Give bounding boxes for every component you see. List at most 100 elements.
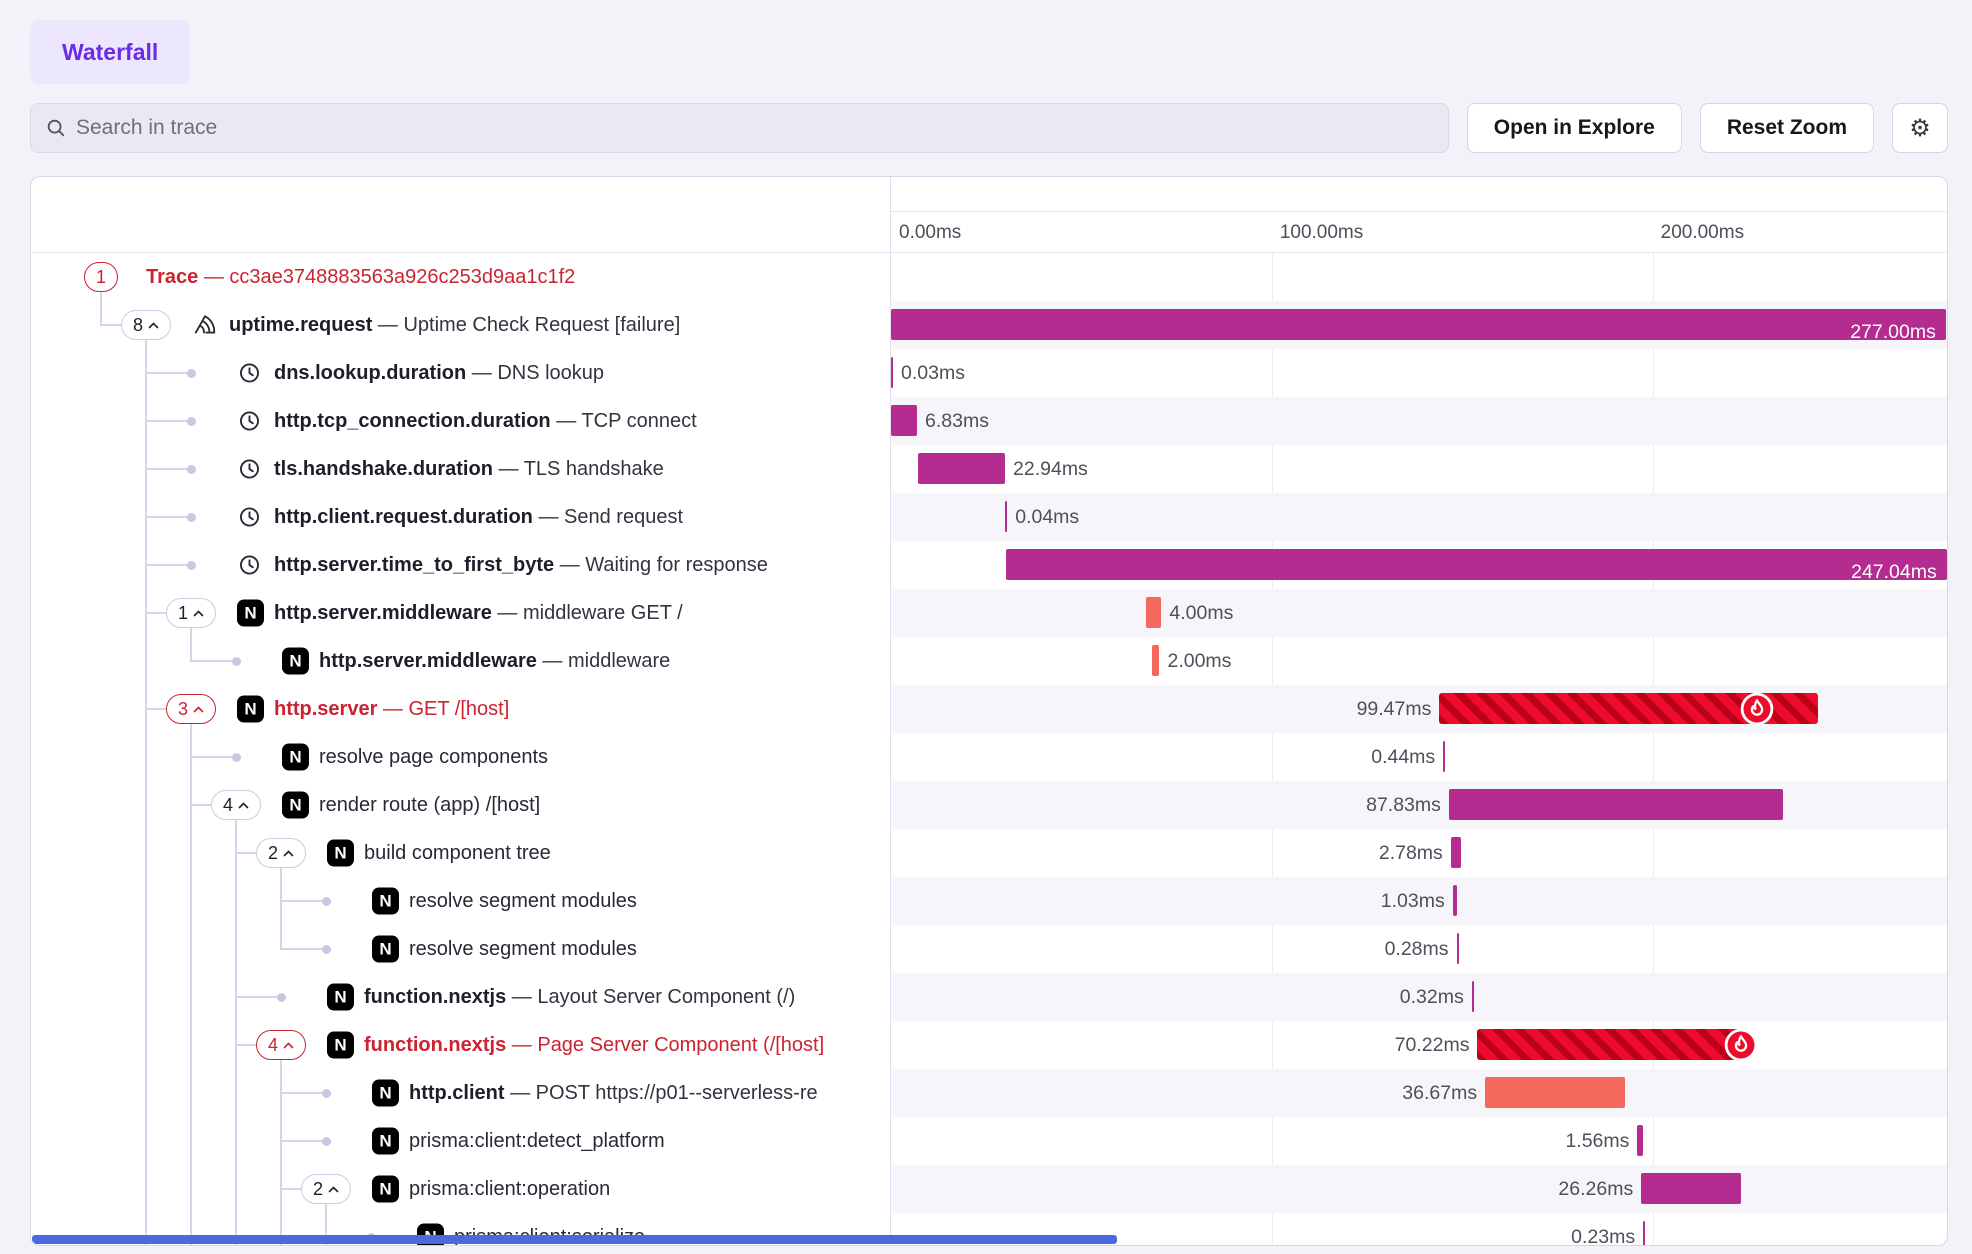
span-op-name: http.client.request.duration	[274, 506, 533, 528]
span-bar-cell: 70.22ms	[891, 1021, 1947, 1069]
span-row[interactable]: http.server.time_to_first_byte — Waiting…	[31, 541, 1947, 589]
span-count-badge[interactable]: 4	[255, 1030, 307, 1060]
span-op-name: http.tcp_connection.duration	[274, 410, 551, 432]
chevron-up-icon	[193, 609, 204, 617]
nextjs-icon: N	[282, 743, 309, 771]
span-duration-bar[interactable]	[1448, 789, 1784, 820]
span-duration-label: 247.04ms	[1851, 561, 1937, 583]
span-op-name: dns.lookup.duration	[274, 362, 467, 384]
span-row[interactable]: 8 uptime.request — Uptime Check Request […	[31, 301, 1947, 349]
span-count-badge[interactable]: 8	[120, 310, 172, 340]
span-op-name: http.client	[409, 1082, 505, 1104]
span-duration-bar[interactable]	[1151, 645, 1160, 676]
tree-tail-line	[100, 292, 102, 301]
span-duration-bar[interactable]	[1450, 837, 1462, 868]
span-duration-label: 1.03ms	[1380, 890, 1445, 912]
tree-connector-line	[145, 420, 190, 422]
span-duration-bar[interactable]	[1005, 501, 1008, 532]
span-duration-bar[interactable]	[1456, 933, 1459, 964]
span-count-badge[interactable]: 3	[165, 694, 217, 724]
span-duration-bar[interactable]	[1439, 692, 1819, 725]
reset-zoom-button[interactable]: Reset Zoom	[1699, 103, 1874, 153]
search-bar[interactable]	[30, 103, 1449, 153]
nextjs-icon: N	[372, 887, 399, 915]
span-tree-cell: http.server.time_to_first_byte — Waiting…	[31, 541, 890, 589]
span-op-name: build component tree	[364, 842, 551, 864]
span-duration-bar[interactable]	[891, 357, 893, 388]
tree-guide-line	[145, 1021, 147, 1069]
span-duration-bar[interactable]	[891, 405, 917, 436]
span-label: Trace — cc3ae3748883563a926c253d9aa1c1f2	[146, 253, 575, 301]
span-row[interactable]: 1 Trace — cc3ae3748883563a926c253d9aa1c1f…	[31, 253, 1947, 301]
span-duration-bar[interactable]	[1452, 885, 1457, 916]
span-duration-bar[interactable]	[1146, 597, 1162, 628]
tab-waterfall[interactable]: Waterfall	[30, 20, 191, 84]
tree-guide-line	[280, 1213, 282, 1245]
span-duration-bar[interactable]	[1637, 1125, 1644, 1156]
span-label: http.client — POST https://p01--serverle…	[409, 1069, 818, 1117]
span-count-badge[interactable]: 1	[83, 262, 119, 292]
span-row[interactable]: http.client.request.duration — Send requ…	[31, 493, 1947, 541]
search-input[interactable]	[76, 116, 1434, 140]
tree-leaf-dot	[231, 752, 241, 762]
tree-tail-line	[145, 340, 147, 349]
timeline-header[interactable]: 0.00ms 100.00ms 200.00ms	[891, 211, 1947, 253]
nextjs-icon: N	[282, 791, 309, 819]
span-description: — middleware	[536, 650, 671, 672]
span-duration-bar[interactable]: 247.04ms	[1006, 549, 1947, 583]
timeline-tick-label: 100.00ms	[1279, 222, 1364, 243]
span-duration-bar[interactable]	[1641, 1173, 1742, 1204]
tree-connector-line	[280, 1092, 325, 1094]
panel-divider[interactable]	[890, 177, 891, 1245]
span-count-badge[interactable]: 4	[210, 790, 262, 820]
span-label: resolve segment modules	[409, 925, 637, 973]
span-row[interactable]: tls.handshake.duration — TLS handshake 22…	[31, 445, 1947, 493]
settings-button[interactable]: ⚙	[1892, 103, 1948, 153]
span-duration-bar[interactable]	[1443, 741, 1446, 772]
span-duration-label: 87.83ms	[1366, 794, 1441, 816]
span-label: http.server.time_to_first_byte — Waiting…	[274, 541, 768, 589]
tree-connector-line	[145, 468, 190, 470]
clock-icon	[237, 409, 262, 434]
span-bar-cell: 0.32ms	[891, 973, 1947, 1021]
tree-leaf-dot	[186, 368, 196, 378]
span-duration-bar[interactable]	[1643, 1221, 1646, 1245]
span-count-badge[interactable]: 2	[300, 1174, 352, 1204]
span-duration-bar[interactable]	[1477, 1028, 1758, 1061]
tree-connector-line	[280, 1140, 325, 1142]
span-duration-bar[interactable]	[1471, 981, 1474, 1012]
span-count-badge[interactable]: 2	[255, 838, 307, 868]
span-duration-bar[interactable]: 277.00ms	[891, 309, 1946, 343]
horizontal-scrollbar[interactable]	[32, 1235, 1117, 1244]
span-duration-bar[interactable]	[917, 453, 1005, 484]
tree-guide-line	[145, 973, 147, 1021]
span-description: — Uptime Check Request [failure]	[372, 314, 681, 336]
span-duration-bar[interactable]	[1485, 1077, 1625, 1108]
span-row[interactable]: dns.lookup.duration — DNS lookup 0.03ms	[31, 349, 1947, 397]
open-in-explore-button[interactable]: Open in Explore	[1466, 103, 1682, 153]
tab-waterfall-label: Waterfall	[62, 38, 159, 65]
span-row[interactable]: http.tcp_connection.duration — TCP conne…	[31, 397, 1947, 445]
span-count-badge[interactable]: 1	[165, 598, 217, 628]
nextjs-icon: N	[372, 1079, 399, 1107]
span-op-name: prisma:client:operation	[409, 1178, 611, 1200]
span-duration-label: 1.56ms	[1565, 1130, 1630, 1152]
span-duration-label: 277.00ms	[1850, 321, 1936, 343]
clock-icon	[237, 361, 262, 386]
